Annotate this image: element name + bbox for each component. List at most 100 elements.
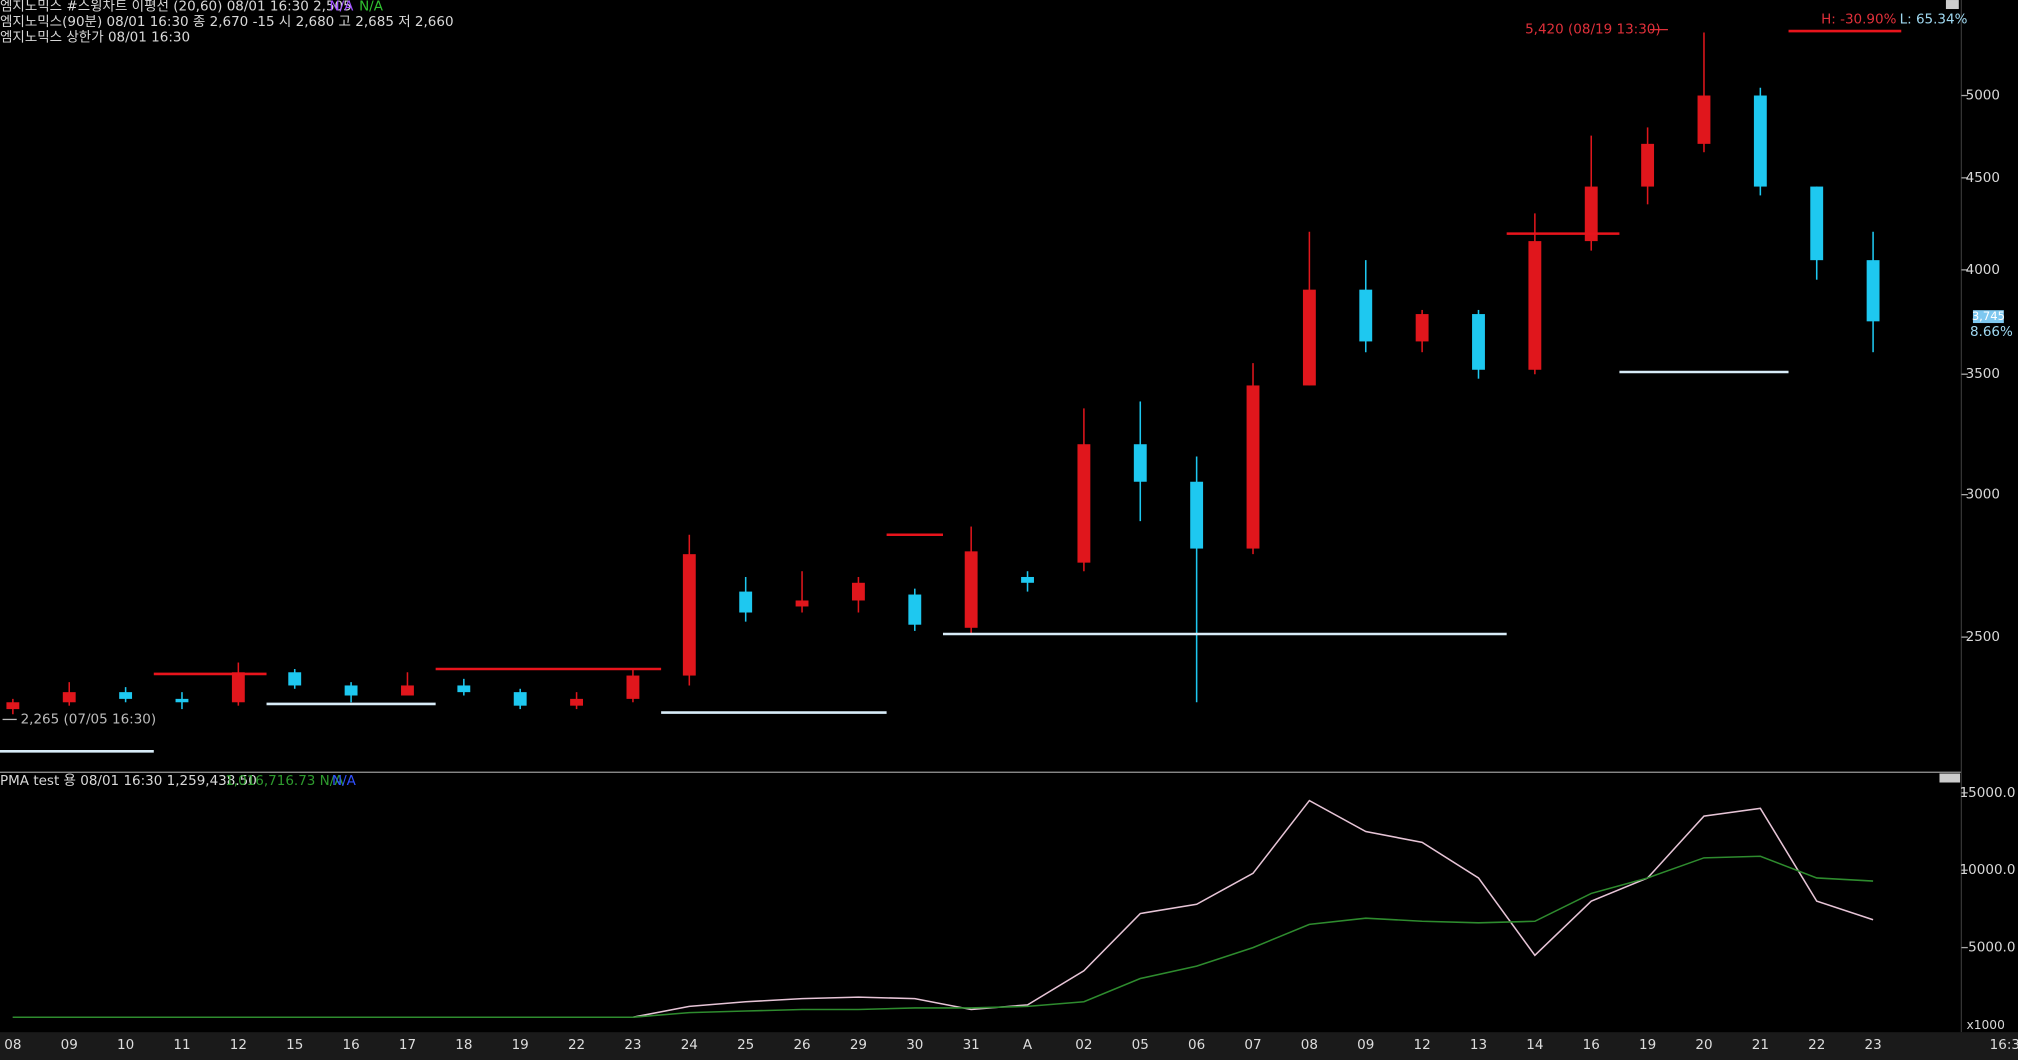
annotation: 8.66% xyxy=(1970,324,2013,340)
x-tick-label: 22 xyxy=(568,1037,585,1053)
candle-body xyxy=(1190,481,1204,549)
chart-header-na: N/A xyxy=(359,0,384,14)
x-tick-label: 06 xyxy=(1188,1037,1205,1053)
indicator-header: N/A xyxy=(332,773,357,789)
candle-body xyxy=(1866,260,1880,322)
candle-body xyxy=(964,551,978,628)
x-tick-label: 25 xyxy=(737,1037,754,1053)
annotation: 2,265 (07/05 16:30) xyxy=(21,711,157,727)
x-tick-label: 23 xyxy=(1864,1037,1881,1053)
candle-body xyxy=(1810,186,1824,261)
x-tick-label: 14 xyxy=(1526,1037,1543,1053)
price-tag: 3,745 xyxy=(1972,309,2005,323)
chart-subheader: 엠지노믹스(90분) 08/01 16:30 종 2,670 -15 시 2,6… xyxy=(0,14,454,30)
y-tick-label: 5000.0 xyxy=(1968,940,2015,956)
candle-body xyxy=(513,692,527,706)
candle-body xyxy=(1584,186,1598,242)
candle-body xyxy=(1528,241,1542,370)
x-tick-label: 21 xyxy=(1752,1037,1769,1053)
candle-body xyxy=(739,591,753,613)
x-tick-label: 19 xyxy=(512,1037,529,1053)
y-tick-label: 4000 xyxy=(1966,262,2000,278)
x-tick-label: 23 xyxy=(624,1037,641,1053)
x-tick-label: 05 xyxy=(1132,1037,1149,1053)
price-tag-bg xyxy=(1972,310,2004,324)
x-tick-label: A xyxy=(1023,1037,1033,1053)
chart-subheader: 엠지노믹스 상한가 08/01 16:30 xyxy=(0,29,190,45)
candle-body xyxy=(119,692,133,699)
time-label: 16:30 xyxy=(1990,1037,2018,1053)
x-tick-label: 16 xyxy=(342,1037,359,1053)
x-tick-label: 11 xyxy=(173,1037,190,1053)
chart-header: 엠지노믹스 #스윙차트 이평선 (20,60) 08/01 16:30 2,50… xyxy=(0,0,352,14)
x-tick-label: 12 xyxy=(1414,1037,1431,1053)
x-tick-label: 17 xyxy=(399,1037,416,1053)
y-tick-label: 2500 xyxy=(1966,629,2000,645)
x-tick-label: 12 xyxy=(230,1037,247,1053)
x-axis-strip xyxy=(0,1032,2018,1060)
x-tick-label: 22 xyxy=(1808,1037,1825,1053)
candle-body xyxy=(1021,576,1034,583)
annotation: H: -30.90% xyxy=(1821,11,1897,27)
candle-body xyxy=(1641,143,1655,187)
candle-body xyxy=(1472,314,1485,370)
x-tick-label: 09 xyxy=(61,1037,78,1053)
x-tick-label: 08 xyxy=(4,1037,21,1053)
candle-body xyxy=(1133,444,1147,482)
candle-body xyxy=(1077,444,1091,563)
candle-body xyxy=(288,672,302,686)
panel-buttons[interactable] xyxy=(1939,773,1961,783)
candle-body xyxy=(457,685,471,693)
x-tick-label: 31 xyxy=(963,1037,980,1053)
scale-note: x1000 xyxy=(1967,1018,2005,1032)
indicator-header: 1,016,716.73 N/A xyxy=(225,773,344,789)
candle-body xyxy=(401,685,414,696)
indicator-header: PMA test 용 08/01 16:30 1,259,438.50 xyxy=(0,773,257,789)
candle-body xyxy=(6,702,20,710)
y-tick-label: 10000.0 xyxy=(1960,862,2016,878)
x-tick-label: 16 xyxy=(1583,1037,1600,1053)
candle-body xyxy=(1246,385,1260,549)
candle-body xyxy=(570,698,584,706)
x-tick-label: 24 xyxy=(681,1037,698,1053)
x-tick-label: 20 xyxy=(1695,1037,1712,1053)
x-tick-label: 09 xyxy=(1357,1037,1374,1053)
x-tick-label: 08 xyxy=(1301,1037,1318,1053)
x-tick-label: 18 xyxy=(455,1037,472,1053)
candle-body xyxy=(175,698,189,703)
candle-body xyxy=(1415,314,1429,342)
x-tick-label: 30 xyxy=(906,1037,923,1053)
candle-body xyxy=(682,554,696,676)
annotation: L: 65.34% xyxy=(1900,11,1968,27)
y-tick-label: 3000 xyxy=(1966,487,2000,503)
y-tick-label: 15000.0 xyxy=(1960,785,2016,801)
candle-body xyxy=(908,594,922,625)
candle-body xyxy=(62,692,76,703)
candle-body xyxy=(344,685,358,696)
x-tick-label: 07 xyxy=(1244,1037,1261,1053)
x-tick-label: 02 xyxy=(1075,1037,1092,1053)
candle-body xyxy=(626,675,640,699)
candle-body xyxy=(1302,289,1316,386)
x-tick-label: 26 xyxy=(793,1037,810,1053)
x-tick-label: 29 xyxy=(850,1037,867,1053)
candle-body xyxy=(1359,289,1373,342)
candle-body xyxy=(851,582,865,601)
candle-body xyxy=(231,672,245,703)
panel-button[interactable] xyxy=(1945,0,1959,10)
candle-body xyxy=(1753,95,1767,187)
x-tick-label: 13 xyxy=(1470,1037,1487,1053)
chart-header-na: N/A xyxy=(329,0,354,14)
y-tick-label: 3500 xyxy=(1966,366,2000,382)
indicator-line xyxy=(12,855,1874,1019)
candle-body xyxy=(1697,95,1711,144)
y-tick-label: 5000 xyxy=(1966,88,2000,104)
x-tick-label: 10 xyxy=(117,1037,134,1053)
x-tick-label: 15 xyxy=(286,1037,303,1053)
x-tick-label: 19 xyxy=(1639,1037,1656,1053)
annotation: 5,420 (08/19 13:30) xyxy=(1525,22,1661,38)
y-tick-label: 4500 xyxy=(1966,170,2000,186)
